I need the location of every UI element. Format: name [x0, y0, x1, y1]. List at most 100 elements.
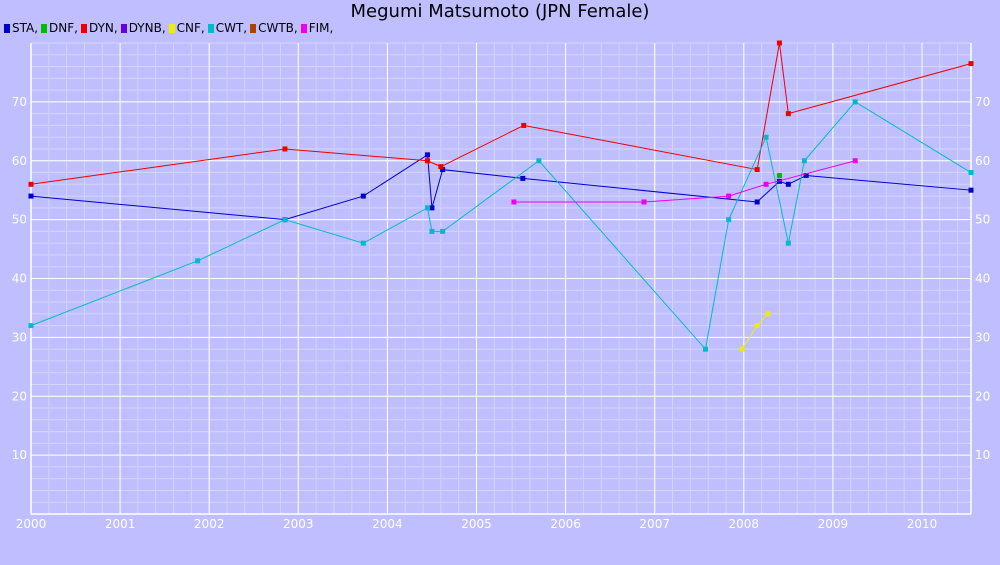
- y-tick-label-left: 50: [12, 213, 27, 227]
- legend-item: CNF,: [168, 21, 205, 35]
- data-point-dyn: [776, 40, 782, 46]
- data-point-fim: [641, 199, 647, 205]
- data-point-sta: [28, 193, 34, 199]
- data-point-sta: [520, 175, 526, 181]
- legend-item: FIM,: [300, 21, 334, 35]
- data-point-cwt: [852, 99, 858, 105]
- data-point-dyn: [282, 146, 288, 152]
- legend-swatch: [4, 24, 10, 33]
- data-point-sta: [754, 199, 760, 205]
- data-point-sta: [968, 187, 974, 193]
- data-point-sta: [360, 193, 366, 199]
- data-point-cwt: [195, 258, 201, 264]
- data-point-fim: [726, 193, 732, 199]
- tick-labels: 2000 2001 2002 2003 2004 2005 2006 2007 2008 2009…: [12, 95, 991, 531]
- data-point-cwt: [726, 217, 732, 223]
- legend-item: CWTB,: [250, 21, 298, 35]
- x-tick-label: 2009: [818, 517, 849, 531]
- y-tick-label-left: 30: [12, 330, 27, 344]
- legend-swatch: [207, 24, 214, 33]
- y-tick-label-right: 30: [975, 330, 990, 344]
- legend-label: FIM,: [308, 21, 334, 35]
- legend-item: CWT,: [207, 21, 248, 35]
- legend-swatch: [300, 24, 307, 33]
- data-point-sta: [440, 167, 446, 173]
- data-point-cwt: [968, 170, 974, 176]
- legend-item: DYN,: [80, 21, 118, 35]
- series-cwt: [28, 99, 974, 352]
- x-tick-label: 2003: [283, 517, 314, 531]
- series-cnf: [739, 311, 771, 352]
- legend-item: STA,: [4, 21, 38, 35]
- legend-label: DYN,: [88, 21, 118, 35]
- legend-label: CWTB,: [258, 21, 298, 35]
- y-tick-label-left: 60: [12, 154, 27, 168]
- data-point-dyn: [438, 164, 444, 170]
- data-point-cwt: [429, 228, 435, 234]
- series-sta: [28, 152, 974, 223]
- x-tick-label: 2005: [461, 517, 492, 531]
- data-point-sta: [776, 178, 782, 184]
- data-point-fim: [852, 158, 858, 164]
- y-tick-label-right: 40: [975, 272, 990, 286]
- legend-label: STA,: [12, 21, 39, 35]
- x-tick-label: 2004: [372, 517, 403, 531]
- data-point-cwt: [785, 240, 791, 246]
- data-point-cwt: [282, 217, 288, 223]
- y-tick-label-right: 20: [975, 389, 990, 403]
- series-line-sta: [30, 153, 972, 221]
- data-point-dyn: [521, 122, 527, 128]
- chart-title: Megumi Matsumoto (JPN Female): [350, 1, 650, 22]
- series-fim: [511, 158, 858, 205]
- data-point-dyn: [28, 181, 34, 187]
- legend-swatch: [250, 24, 257, 33]
- data-point-dnf: [776, 172, 782, 178]
- y-tick-label-left: 70: [12, 95, 27, 109]
- data-point-fim: [763, 181, 769, 187]
- legend-label: CWT,: [215, 21, 248, 35]
- data-point-fim: [511, 199, 517, 205]
- y-tick-label-right: 60: [975, 154, 990, 168]
- y-tick-label-left: 20: [12, 389, 27, 403]
- data-point-cwt: [702, 346, 708, 352]
- x-tick-label: 2008: [729, 517, 760, 531]
- x-tick-label: 2001: [105, 517, 136, 531]
- data-point-cwt: [360, 240, 366, 246]
- legend-label: CNF,: [176, 21, 205, 35]
- legend-swatch: [41, 24, 48, 33]
- y-tick-label-left: 10: [12, 448, 27, 462]
- series-dnf: [776, 172, 782, 178]
- data-point-sta: [429, 205, 435, 211]
- legend-label: DYNB,: [128, 21, 166, 35]
- data-point-cnf: [765, 311, 771, 317]
- legend: STA, DNF, DYN, DYNB, CNF, CWT, CWTB, FIM,: [4, 21, 336, 35]
- data-point-dyn: [968, 61, 974, 67]
- y-tick-label-right: 70: [975, 95, 990, 109]
- x-tick-label: 2007: [639, 517, 670, 531]
- y-tick-label-right: 50: [975, 213, 990, 227]
- data-point-dyn: [424, 158, 430, 164]
- data-point-cwt: [536, 158, 542, 164]
- x-tick-label: 2010: [907, 517, 938, 531]
- legend-swatch: [120, 24, 127, 33]
- data-point-cnf: [739, 346, 745, 352]
- x-tick-label: 2002: [194, 517, 225, 531]
- data-point-cnf: [754, 323, 760, 329]
- y-tick-label-right: 10: [975, 448, 990, 462]
- data-point-cwt: [28, 323, 34, 329]
- x-tick-label: 2000: [16, 517, 47, 531]
- legend-item: DNF,: [41, 21, 78, 35]
- legend-swatch: [168, 24, 175, 33]
- series-group: [28, 40, 974, 352]
- y-tick-label-left: 40: [12, 272, 27, 286]
- data-point-cwt: [801, 158, 807, 164]
- data-point-sta: [803, 172, 809, 178]
- data-point-dyn: [754, 167, 760, 173]
- series-dyn: [28, 40, 974, 187]
- legend-label: DNF,: [49, 21, 78, 35]
- legend-item: DYNB,: [120, 21, 166, 35]
- data-point-sta: [785, 181, 791, 187]
- grid: [30, 42, 972, 515]
- data-point-dyn: [785, 111, 791, 117]
